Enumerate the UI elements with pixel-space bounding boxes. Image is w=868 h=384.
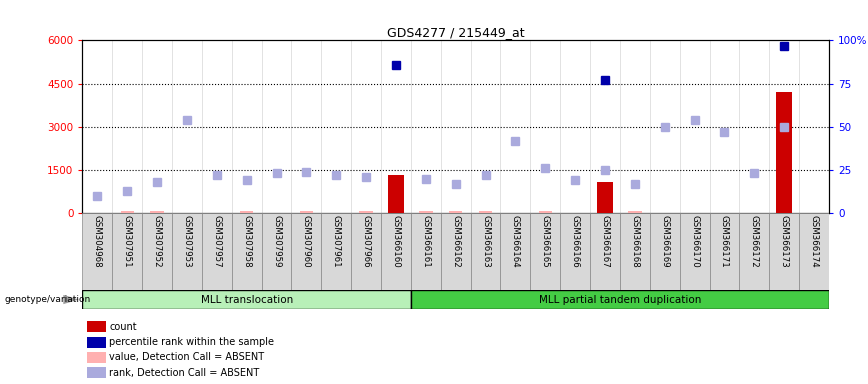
Bar: [240, 210, 253, 213]
Text: GSM307957: GSM307957: [213, 215, 221, 268]
Text: GSM366162: GSM366162: [451, 215, 460, 268]
Bar: [479, 211, 492, 213]
FancyBboxPatch shape: [470, 213, 501, 290]
FancyBboxPatch shape: [799, 213, 829, 290]
Text: GSM307951: GSM307951: [122, 215, 132, 268]
FancyBboxPatch shape: [650, 213, 680, 290]
Bar: [87, 321, 106, 332]
FancyBboxPatch shape: [590, 213, 620, 290]
Text: value, Detection Call = ABSENT: value, Detection Call = ABSENT: [109, 353, 265, 362]
Text: GSM366161: GSM366161: [421, 215, 431, 268]
Text: GSM366174: GSM366174: [810, 215, 819, 268]
Bar: [359, 210, 373, 213]
Text: rank, Detection Call = ABSENT: rank, Detection Call = ABSENT: [109, 368, 260, 378]
Text: GSM307966: GSM307966: [362, 215, 371, 268]
FancyBboxPatch shape: [352, 213, 381, 290]
Bar: [597, 182, 613, 213]
FancyBboxPatch shape: [142, 213, 172, 290]
FancyBboxPatch shape: [709, 213, 740, 290]
Text: GSM366172: GSM366172: [750, 215, 759, 268]
Bar: [628, 211, 641, 213]
Text: genotype/variation: genotype/variation: [4, 295, 90, 304]
Text: GSM366165: GSM366165: [541, 215, 549, 268]
Text: percentile rank within the sample: percentile rank within the sample: [109, 337, 274, 347]
FancyBboxPatch shape: [530, 213, 560, 290]
FancyBboxPatch shape: [620, 213, 650, 290]
Text: GSM304968: GSM304968: [93, 215, 102, 268]
Text: GSM366163: GSM366163: [481, 215, 490, 268]
Text: GSM366169: GSM366169: [661, 215, 669, 268]
Bar: [388, 175, 404, 213]
Text: GSM366171: GSM366171: [720, 215, 729, 268]
Text: GSM366168: GSM366168: [630, 215, 640, 268]
Bar: [121, 211, 134, 213]
Text: GSM307959: GSM307959: [272, 215, 281, 268]
FancyBboxPatch shape: [172, 213, 202, 290]
FancyBboxPatch shape: [202, 213, 232, 290]
FancyBboxPatch shape: [680, 213, 709, 290]
Text: GSM307953: GSM307953: [182, 215, 192, 268]
Bar: [87, 336, 106, 348]
Text: count: count: [109, 322, 137, 332]
Text: GSM307952: GSM307952: [153, 215, 161, 268]
Text: GSM366164: GSM366164: [511, 215, 520, 268]
Text: GSM366173: GSM366173: [779, 215, 789, 268]
FancyBboxPatch shape: [501, 213, 530, 290]
Bar: [87, 352, 106, 363]
Text: GSM366166: GSM366166: [570, 215, 580, 268]
Bar: [411, 290, 829, 309]
Text: MLL translocation: MLL translocation: [201, 295, 293, 305]
FancyBboxPatch shape: [232, 213, 261, 290]
Bar: [299, 210, 313, 213]
FancyBboxPatch shape: [381, 213, 411, 290]
Text: GSM307960: GSM307960: [302, 215, 311, 268]
Bar: [87, 367, 106, 378]
Bar: [419, 211, 432, 213]
FancyBboxPatch shape: [292, 213, 321, 290]
FancyBboxPatch shape: [560, 213, 590, 290]
FancyBboxPatch shape: [411, 213, 441, 290]
FancyBboxPatch shape: [321, 213, 352, 290]
FancyBboxPatch shape: [112, 213, 142, 290]
Bar: [776, 92, 792, 213]
FancyBboxPatch shape: [261, 213, 292, 290]
Text: GSM366170: GSM366170: [690, 215, 699, 268]
Text: GSM307958: GSM307958: [242, 215, 251, 268]
Text: GSM366160: GSM366160: [391, 215, 400, 268]
Text: GSM366167: GSM366167: [601, 215, 609, 268]
FancyBboxPatch shape: [441, 213, 470, 290]
Text: MLL partial tandem duplication: MLL partial tandem duplication: [539, 295, 701, 305]
FancyBboxPatch shape: [769, 213, 799, 290]
FancyBboxPatch shape: [82, 213, 112, 290]
FancyBboxPatch shape: [740, 213, 769, 290]
Bar: [150, 211, 164, 213]
Polygon shape: [63, 295, 79, 304]
Bar: [538, 211, 552, 213]
Bar: [449, 211, 463, 213]
Title: GDS4277 / 215449_at: GDS4277 / 215449_at: [387, 26, 524, 39]
Bar: [82, 290, 411, 309]
Text: GSM307961: GSM307961: [332, 215, 341, 268]
